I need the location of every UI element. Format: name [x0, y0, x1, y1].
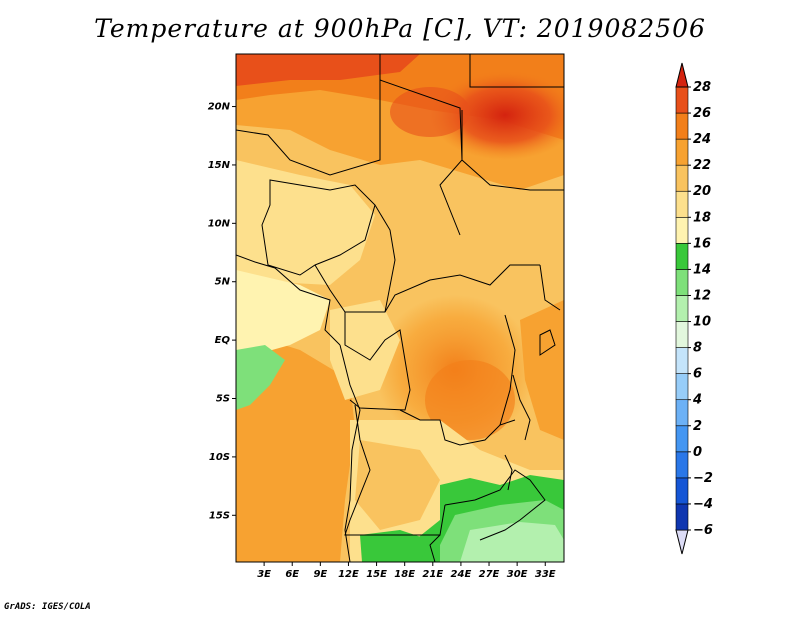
colorbar-box--4-to--2	[675, 477, 689, 505]
x-tick-label-12E: 12E	[338, 569, 359, 580]
colorbar-box-4-to-6	[675, 373, 689, 401]
x-tick-label-21E: 21E	[422, 569, 443, 580]
border-cameroon-car	[314, 264, 540, 313]
border-egypt-sudan	[469, 54, 564, 88]
colorbar-box-20-to-22	[675, 164, 689, 192]
colorbar-box-0-to-2	[675, 425, 689, 453]
colorbar-under-triangle	[675, 529, 689, 555]
y-tick-label-10S: 10S	[209, 452, 230, 463]
lake-tanganyika	[512, 374, 531, 441]
map-frame	[235, 53, 565, 563]
colorbar-box-18-to-20	[675, 190, 689, 218]
colorbar-box--6-to--4	[675, 503, 689, 531]
coastline-west	[339, 344, 361, 562]
colorbar-label--2: −2	[693, 471, 713, 486]
colorbar-label-18: 18	[693, 210, 711, 225]
colorbar-box-16-to-18	[675, 216, 689, 244]
x-tick-label-6E: 6E	[285, 569, 299, 580]
x-axis: 3E 6E 9E 12E 15E 18E 21E 24E 27E 30E 33E	[257, 562, 556, 580]
field-zimbabwe-pale	[460, 522, 564, 562]
colorbar-box-8-to-10	[675, 321, 689, 348]
y-tick-label-20N: 20N	[208, 102, 231, 113]
colorbar-box-10-to-12	[675, 295, 689, 322]
lake-victoria	[539, 329, 556, 356]
grads-credit: GrADS: IGES/COLA	[4, 602, 91, 612]
colorbar-label-16: 16	[693, 236, 711, 251]
border-drc-angola	[399, 409, 516, 446]
colorbar-box-24-to-26	[675, 112, 689, 140]
y-tick-label-10N: 10N	[208, 218, 231, 229]
border-zambia	[444, 469, 546, 541]
y-tick-label-EQ: EQ	[215, 335, 231, 346]
colorbar-label-6: 6	[693, 367, 702, 382]
x-tick-label-3E: 3E	[257, 569, 271, 580]
colorbar-box-14-to-16	[675, 243, 689, 270]
colorbar-box-22-to-24	[675, 138, 689, 166]
border-great-lakes	[499, 314, 516, 426]
border-niger-algeria	[236, 54, 381, 176]
colorbar-box-6-to-8	[675, 347, 689, 374]
lake-malawi	[504, 454, 513, 491]
colorbar-label-12: 12	[693, 288, 711, 303]
colorbar-label-2: 2	[693, 419, 702, 434]
border-nigeria	[261, 179, 376, 276]
chart-title: Temperature at 900hPa [C], VT: 201908250…	[94, 14, 706, 43]
country-boundaries	[236, 54, 564, 562]
colorbar-label-4: 4	[692, 393, 702, 408]
x-tick-label-30E: 30E	[507, 569, 528, 580]
colorbar-label-8: 8	[693, 341, 702, 356]
colorbar-label-26: 26	[693, 106, 711, 121]
colorbar-label-24: 24	[693, 132, 711, 147]
x-tick-label-18E: 18E	[394, 569, 415, 580]
y-tick-label-15N: 15N	[208, 160, 231, 171]
colorbar-box-2-to-4	[675, 399, 689, 427]
temperature-field	[236, 54, 564, 562]
x-tick-label-33E: 33E	[535, 569, 556, 580]
x-tick-label-15E: 15E	[366, 569, 387, 580]
y-tick-label-15S: 15S	[209, 510, 230, 521]
colorbar-label-10: 10	[693, 315, 711, 330]
colorbar-box-12-to-14	[675, 269, 689, 296]
colorbar-over-triangle	[675, 62, 689, 88]
colorbar-label-0: 0	[693, 445, 702, 460]
colorbar-label--6: −6	[693, 523, 713, 538]
field-east-africa	[520, 300, 564, 440]
border-uganda-kenya	[539, 264, 561, 311]
y-tick-label-5S: 5S	[216, 394, 230, 405]
border-sudan	[461, 110, 564, 191]
field-southwest-green	[360, 530, 430, 562]
colorbar-box--2-to-0	[675, 451, 689, 479]
colorbar-label-22: 22	[693, 158, 711, 173]
x-tick-label-27E: 27E	[479, 569, 500, 580]
field-atlantic-cool	[236, 345, 285, 410]
y-axis: 20N 15N 10N 5N EQ 5S 10S 15S	[208, 102, 236, 521]
colorbar-box-26-to-28	[675, 86, 689, 114]
colorbar-label-14: 14	[693, 262, 711, 277]
field-nigeria-light	[236, 160, 375, 285]
field-congo-warm	[425, 360, 515, 440]
field-angola-mid	[355, 440, 440, 530]
x-tick-label-9E: 9E	[313, 569, 327, 580]
y-tick-label-5N: 5N	[215, 277, 231, 288]
field-chad-warm	[390, 87, 470, 137]
colorbar-label-28: 28	[693, 80, 711, 95]
field-north-edge	[236, 54, 420, 86]
coastline-gulf-guinea	[236, 254, 341, 346]
border-cameroon-chad	[374, 204, 396, 313]
border-gabon-congo	[344, 312, 411, 411]
field-sudan-hot-core	[430, 70, 564, 160]
border-namibia-botswana	[429, 534, 441, 562]
x-tick-label-24E: 24E	[451, 569, 472, 580]
colorbar-label--4: −4	[693, 497, 713, 512]
colorbar-label-20: 20	[693, 184, 711, 199]
